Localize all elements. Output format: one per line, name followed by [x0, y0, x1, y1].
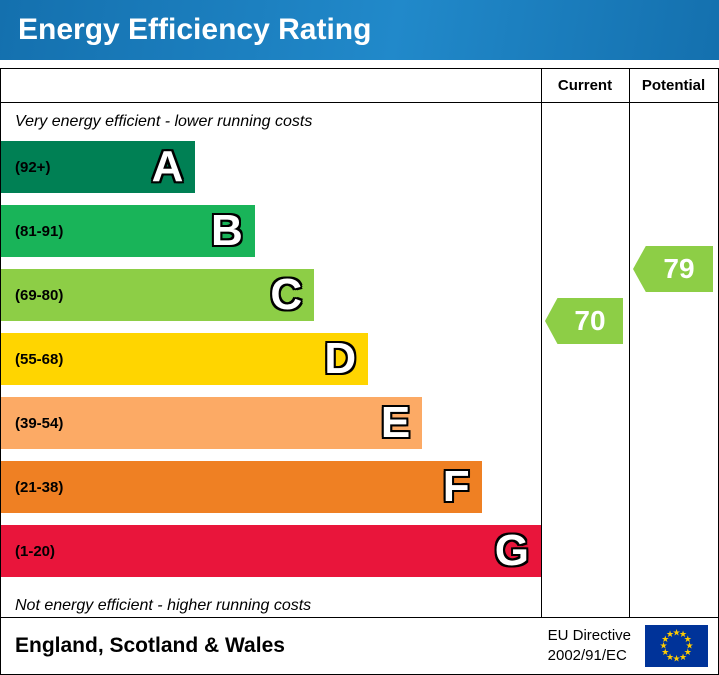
- rating-bands: (92+) A (81-91) B (69-80) C (55-68) D (39-54) E (2…: [1, 141, 541, 577]
- title-bar: Energy Efficiency Rating: [0, 0, 719, 60]
- eu-directive-label: EU Directive 2002/91/EC: [548, 626, 631, 667]
- band-f: (21-38) F: [1, 461, 482, 513]
- band-d: (55-68) D: [1, 333, 369, 385]
- band-letter: G: [494, 526, 529, 575]
- current-column-header: Current: [557, 77, 613, 94]
- band-letter: B: [211, 206, 243, 255]
- band-range-label: (55-68): [15, 350, 64, 368]
- energy-rating-chart: Current Potential Very energy efficient …: [0, 68, 719, 618]
- band-letter: D: [324, 334, 357, 383]
- band-range-label: (21-38): [15, 478, 64, 496]
- band-letter: F: [442, 462, 470, 511]
- band-range-label: (69-80): [15, 286, 64, 304]
- band-g: (1-20) G: [1, 525, 541, 577]
- potential-column-header: Potential: [641, 77, 706, 94]
- band-range-label: (81-91): [15, 222, 64, 240]
- band-c: (69-80) C: [1, 269, 315, 321]
- band-range-label: (1-20): [15, 542, 56, 560]
- band-letter: C: [270, 270, 303, 319]
- band-range-label: (39-54): [15, 414, 64, 432]
- bottom-note: Not energy efficient - higher running co…: [15, 597, 312, 614]
- top-note: Very energy efficient - lower running co…: [15, 113, 313, 130]
- eu-directive-line1: EU Directive: [547, 626, 631, 644]
- footer: England, Scotland & Wales EU Directive 2…: [0, 618, 719, 675]
- region-label: England, Scotland & Wales: [15, 634, 285, 657]
- page-title: Energy Efficiency Rating: [18, 13, 372, 46]
- table-header-row: Current Potential: [1, 69, 718, 103]
- band-letter: A: [151, 142, 184, 191]
- eu-directive-line2: 2002/91/EC: [547, 647, 627, 664]
- band-range-label: (92+): [15, 158, 51, 176]
- band-a: (92+) A: [1, 141, 196, 193]
- bands-header-cell: [1, 69, 541, 102]
- band-letter: E: [380, 398, 411, 447]
- potential-column-divider: [629, 69, 630, 617]
- current-column-divider: [541, 69, 542, 617]
- band-b: (81-91) B: [1, 205, 255, 257]
- potential-rating-arrow: 79: [633, 246, 713, 292]
- eu-flag-icon: ★ ★ ★ ★ ★ ★ ★ ★ ★ ★ ★ ★: [645, 625, 708, 667]
- band-e: (39-54) E: [1, 397, 423, 449]
- current-rating-arrow: 70: [545, 298, 623, 344]
